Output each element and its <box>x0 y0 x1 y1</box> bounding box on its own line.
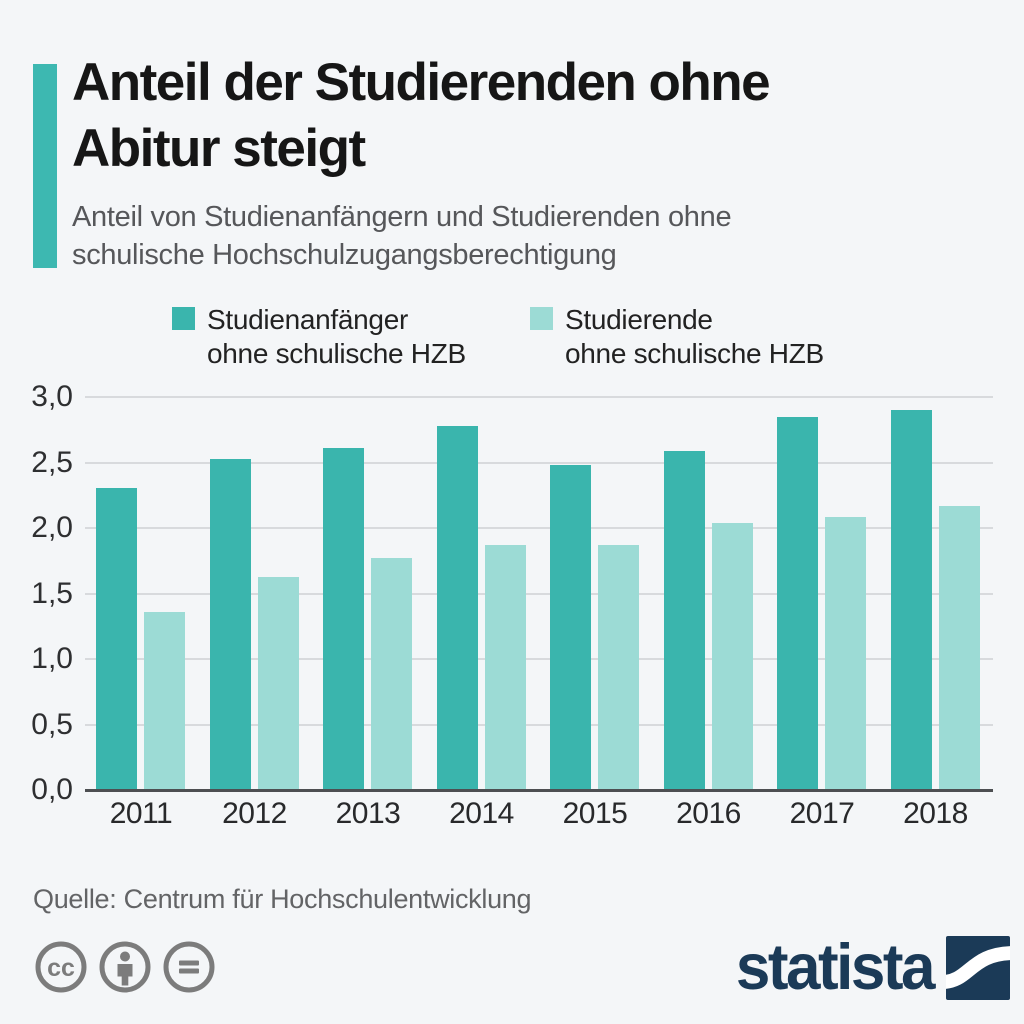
statista-wordmark: statista <box>735 931 936 1004</box>
legend-item-studienanfaenger: Studienanfänger ohne schulische HZB <box>172 303 466 371</box>
bar-studierende-2011 <box>144 612 185 789</box>
gridline-3,0 <box>85 396 993 398</box>
bar-studierende-2012 <box>257 576 299 789</box>
title-accent-bar <box>33 64 57 268</box>
x-tick-label-2011: 2011 <box>109 797 173 830</box>
legend-swatch-studienanfaenger <box>172 307 195 330</box>
bar-studierende-2018 <box>938 506 980 789</box>
page-subtitle: Anteil von Studienanfängern und Studiere… <box>72 201 732 272</box>
bar-studienanfaenger-2011 <box>96 487 137 789</box>
bar-studierende-2015 <box>598 545 639 789</box>
y-tick-label: 2,5 <box>31 445 73 479</box>
bar-studienanfaenger-2015 <box>550 465 591 789</box>
y-tick-label: 0,0 <box>31 773 73 806</box>
chart-plot <box>85 396 993 789</box>
bar-studienanfaenger-2014 <box>436 426 478 789</box>
bar-studierende-2017 <box>825 516 866 789</box>
x-tick-label-2013: 2013 <box>335 797 401 830</box>
x-tick-label-2018: 2018 <box>903 797 968 830</box>
x-axis: 2011 2012 2013 2014 2015 2016 2017 2018 <box>85 797 993 837</box>
x-tick-label-2017: 2017 <box>789 797 855 830</box>
bar-studienanfaenger-2012 <box>209 458 251 789</box>
svg-text:cc: cc <box>47 954 75 982</box>
legend-label-studierende: Studierende ohne schulische HZB <box>565 304 824 370</box>
legend-item-studierende: Studierende ohne schulische HZB <box>530 303 824 371</box>
gridline-0,5 <box>85 723 993 726</box>
x-tick-label-2014: 2014 <box>449 797 514 830</box>
license-icons[interactable]: cc <box>34 940 216 994</box>
statista-logo[interactable]: statista <box>735 931 1010 1004</box>
bar-studierende-2016 <box>711 523 753 789</box>
legend-swatch-studierende <box>530 307 553 330</box>
no-derivatives-icon[interactable] <box>162 940 216 994</box>
bar-chart: 3,0 2,5 2,0 1,5 1,0 0,5 0,0 <box>0 382 1024 805</box>
x-axis-baseline <box>85 789 993 792</box>
bar-studierende-2013 <box>371 558 412 789</box>
legend-label-studienanfaenger: Studienanfänger ohne schulische HZB <box>207 304 466 370</box>
bar-studienanfaenger-2013 <box>323 448 364 789</box>
gridline-2,5 <box>85 461 993 464</box>
y-tick-label: 0,5 <box>31 707 73 741</box>
y-tick-label: 3,0 <box>31 380 73 413</box>
bar-studienanfaenger-2016 <box>663 451 705 789</box>
y-tick-label: 1,0 <box>31 642 73 675</box>
statista-logo-mark <box>946 936 1010 1000</box>
source-text: Quelle: Centrum für Hochschulentwicklung <box>33 884 532 914</box>
page-title: Anteil der Studierenden ohne Abitur stei… <box>72 53 771 178</box>
x-tick-label-2016: 2016 <box>676 797 741 830</box>
gridline-1,0 <box>85 658 993 660</box>
cc-icon[interactable]: cc <box>34 940 88 994</box>
x-tick-label-2012: 2012 <box>222 797 287 830</box>
gridline-2,0 <box>85 527 993 529</box>
gridline-1,5 <box>85 592 993 595</box>
bar-studierende-2014 <box>484 545 526 789</box>
x-tick-label-2015: 2015 <box>562 797 628 830</box>
y-tick-label: 2,0 <box>31 511 73 544</box>
y-tick-label: 1,5 <box>31 576 73 610</box>
bar-studienanfaenger-2018 <box>890 410 932 789</box>
bar-studienanfaenger-2017 <box>777 416 818 789</box>
attribution-icon[interactable] <box>98 940 152 994</box>
